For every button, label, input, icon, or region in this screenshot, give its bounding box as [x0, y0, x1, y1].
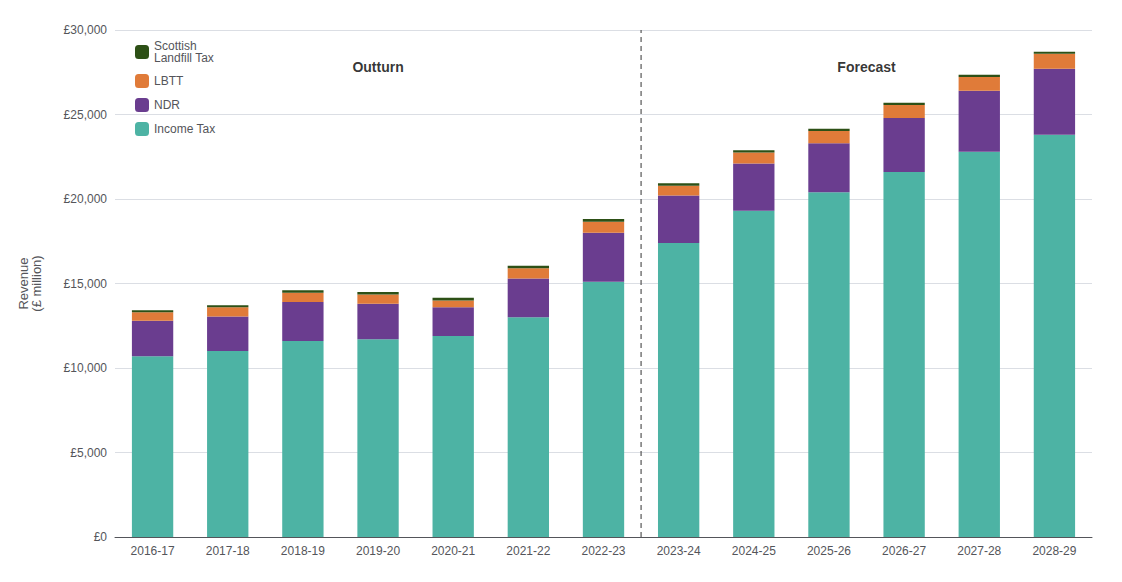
svg-text:£5,000: £5,000: [70, 446, 107, 460]
svg-text:£20,000: £20,000: [64, 192, 108, 206]
svg-text:2023-24: 2023-24: [657, 544, 701, 558]
svg-text:Outturn: Outturn: [352, 59, 403, 75]
svg-text:Income Tax: Income Tax: [154, 122, 215, 136]
svg-text:2022-23: 2022-23: [581, 544, 625, 558]
svg-text:2019-20: 2019-20: [356, 544, 400, 558]
svg-text:2026-27: 2026-27: [882, 544, 926, 558]
svg-text:2027-28: 2027-28: [957, 544, 1001, 558]
svg-text:2024-25: 2024-25: [732, 544, 776, 558]
svg-text:2016-17: 2016-17: [131, 544, 175, 558]
svg-text:Revenue: Revenue: [16, 257, 31, 310]
svg-text:Forecast: Forecast: [837, 59, 896, 75]
svg-text:2018-19: 2018-19: [281, 544, 325, 558]
svg-text:NDR: NDR: [154, 98, 180, 112]
svg-text:Scottish: Scottish: [154, 39, 197, 53]
svg-text:2025-26: 2025-26: [807, 544, 851, 558]
svg-text:2028-29: 2028-29: [1032, 544, 1076, 558]
svg-text:£30,000: £30,000: [64, 23, 108, 37]
svg-text:2020-21: 2020-21: [431, 544, 475, 558]
svg-text:£0: £0: [94, 530, 108, 544]
svg-text:2021-22: 2021-22: [506, 544, 550, 558]
svg-text:£25,000: £25,000: [64, 108, 108, 122]
svg-text:£10,000: £10,000: [64, 361, 108, 375]
svg-text:£15,000: £15,000: [64, 277, 108, 291]
svg-text:(£ million): (£ million): [29, 255, 44, 311]
svg-text:2017-18: 2017-18: [206, 544, 250, 558]
svg-text:LBTT: LBTT: [154, 74, 184, 88]
svg-text:Landfill Tax: Landfill Tax: [154, 51, 214, 65]
